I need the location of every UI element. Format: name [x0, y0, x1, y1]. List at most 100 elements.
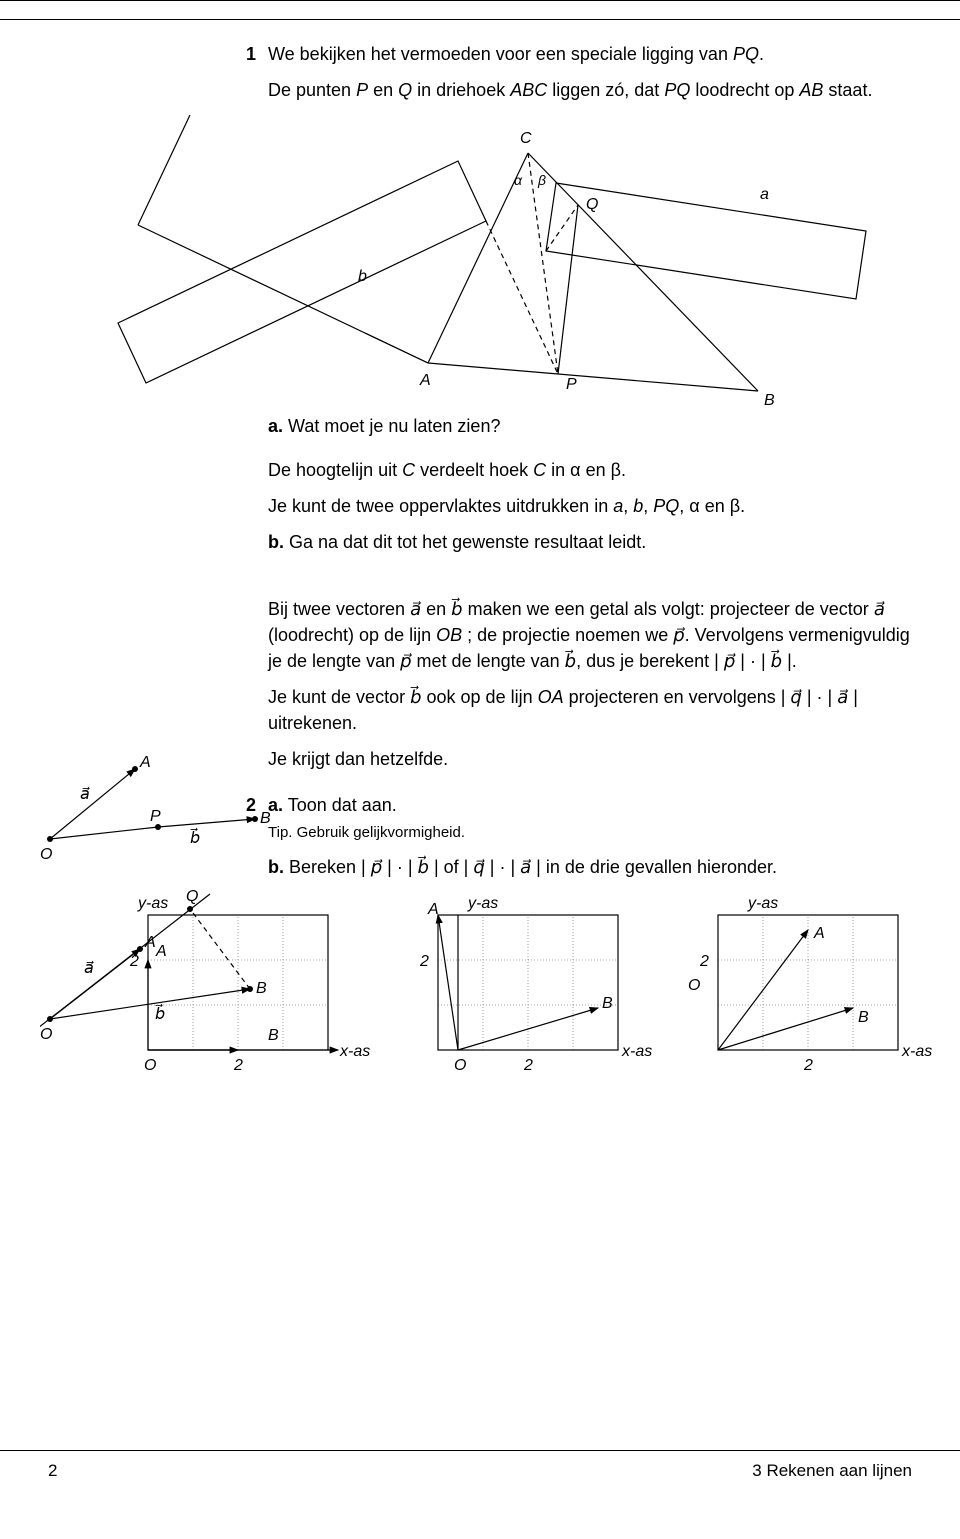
svg-text:b⃗: b⃗: [190, 827, 200, 847]
footer-right: 3 Rekenen aan lijnen: [752, 1459, 912, 1484]
t: a⃗: [874, 599, 885, 619]
t: b.: [268, 857, 284, 877]
t: q⃗: [790, 687, 801, 707]
t: b⃗: [410, 687, 421, 707]
q2-a: a. Toon dat aan.: [268, 792, 912, 818]
t: verdeelt hoek: [415, 460, 533, 480]
svg-text:y-as: y-as: [137, 895, 168, 912]
t: p⃗: [673, 625, 684, 645]
t: , α en β.: [679, 496, 745, 516]
vec-p1: Bij twee vectoren a⃗ en b⃗ maken we een …: [268, 596, 912, 674]
lblA: A: [419, 372, 431, 389]
t: Q: [398, 80, 412, 100]
svg-text:2: 2: [129, 953, 139, 970]
svg-text:O: O: [454, 1057, 466, 1074]
svg-text:2: 2: [419, 953, 429, 970]
t: b.: [268, 532, 284, 552]
t: Wat moet je nu laten zien?: [283, 416, 500, 436]
t: staat.: [823, 80, 872, 100]
t: maken we een getal als volgt: projecteer…: [463, 599, 874, 619]
t: b⃗: [771, 651, 782, 671]
t: | of |: [429, 857, 473, 877]
axis-row: y-as 2 A B 2 O x-as y-as: [48, 890, 912, 1090]
t: p⃗: [724, 651, 735, 671]
t: OA: [538, 687, 564, 707]
t: Ga na dat dit tot het gewenste resultaat…: [284, 532, 646, 552]
t: Je kunt de twee oppervlaktes uitdrukken …: [268, 496, 613, 516]
lblbeta: β: [537, 172, 546, 188]
lblQ: Q: [586, 196, 598, 213]
svg-text:a⃗: a⃗: [80, 786, 90, 803]
t: a.: [268, 416, 283, 436]
t: Je kunt de vector: [268, 687, 410, 707]
t: q⃗: [473, 857, 484, 877]
t: | · |: [735, 651, 770, 671]
t: met de lengte van: [412, 651, 565, 671]
q1-para1: We bekijken het vermoeden voor een speci…: [268, 41, 912, 67]
t: liggen zó, dat: [547, 80, 664, 100]
svg-text:x-as: x-as: [339, 1043, 370, 1060]
svg-text:A: A: [813, 925, 825, 942]
t: p⃗: [400, 651, 411, 671]
svg-text:B: B: [268, 1027, 279, 1044]
t: , dus je berekent |: [576, 651, 724, 671]
t: ABC: [510, 80, 547, 100]
vector-definition-block: Bij twee vectoren a⃗ en b⃗ maken we een …: [268, 596, 912, 881]
svg-text:x-as: x-as: [901, 1043, 932, 1060]
lblP: P: [566, 376, 577, 393]
svg-text:x-as: x-as: [621, 1043, 652, 1060]
t: en: [421, 599, 451, 619]
t: | · |: [802, 687, 837, 707]
t: loodrecht op: [690, 80, 799, 100]
t: | · |: [485, 857, 520, 877]
t: .: [759, 44, 764, 64]
q1-b: b. Ga na dat dit tot het gewenste result…: [268, 529, 912, 555]
t: p⃗: [371, 857, 382, 877]
svg-text:2: 2: [699, 953, 709, 970]
t: |.: [782, 651, 797, 671]
t: in driehoek: [412, 80, 510, 100]
question-1: 1 We bekijken het vermoeden voor een spe…: [268, 41, 912, 103]
t: a.: [268, 795, 283, 815]
svg-text:A: A: [139, 754, 151, 771]
q1-para4: Je kunt de twee oppervlaktes uitdrukken …: [268, 493, 912, 519]
t: De punten: [268, 80, 356, 100]
figure-triangle: A B C P Q a b α β: [58, 113, 912, 413]
q2-tip: Tip. Gebruik gelijkvormigheid.: [268, 822, 912, 844]
lblB: B: [764, 392, 775, 409]
t: a⃗: [837, 687, 848, 707]
t: AB: [799, 80, 823, 100]
t: OB: [436, 625, 462, 645]
t: We bekijken het vermoeden voor een speci…: [268, 44, 733, 64]
t: a⃗: [410, 599, 421, 619]
t: en: [368, 80, 398, 100]
t: Bij twee vectoren: [268, 599, 410, 619]
t: P: [356, 80, 368, 100]
t: a: [613, 496, 623, 516]
svg-text:O: O: [144, 1057, 156, 1074]
t: PQ: [664, 80, 690, 100]
q2-b: b. Bereken | p⃗ | · | b⃗ | of | q⃗ | · |…: [268, 854, 912, 880]
t: ,: [623, 496, 633, 516]
question-2: 2 a. Toon dat aan. Tip. Gebruik gelijkvo…: [268, 792, 912, 880]
t: b: [633, 496, 643, 516]
svg-text:A: A: [155, 943, 167, 960]
q1-para3: De hoogtelijn uit C verdeelt hoek C in α…: [268, 457, 912, 483]
t: in α en β.: [546, 460, 626, 480]
lbla: a: [760, 186, 769, 203]
svg-text:P: P: [150, 808, 161, 825]
t: C: [533, 460, 546, 480]
vec-p3: Je krijgt dan hetzelfde.: [268, 746, 912, 772]
t: b⃗: [565, 651, 576, 671]
svg-text:B: B: [858, 1009, 869, 1026]
t: PQ: [653, 496, 679, 516]
t: Toon dat aan.: [283, 795, 397, 815]
svg-text:B: B: [602, 995, 613, 1012]
q1-para2: De punten P en Q in driehoek ABC liggen …: [268, 77, 912, 103]
t: | · |: [382, 857, 417, 877]
t: a⃗: [520, 857, 531, 877]
svg-text:2: 2: [523, 1057, 533, 1074]
svg-text:A: A: [427, 901, 439, 918]
footer-left: 2: [48, 1459, 57, 1484]
svg-text:O: O: [40, 846, 52, 863]
